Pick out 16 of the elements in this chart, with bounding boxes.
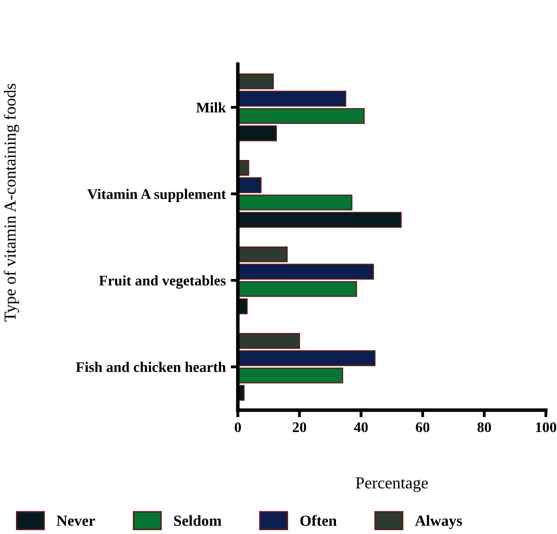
y-axis-title: Type of vitamin A-containing foods: [4, 84, 20, 322]
y-tick-label: Vitamin A supplement: [87, 188, 226, 202]
legend-label: Always: [414, 515, 462, 530]
x-tick-label: 60: [416, 422, 430, 432]
y-tick-label: Fish and chicken hearth: [76, 362, 226, 372]
x-tick-label: 40: [354, 422, 368, 432]
y-tick-label: Fruit and vegetables: [99, 275, 226, 289]
legend-label: Seldom: [174, 515, 222, 526]
legend-label: Often: [300, 514, 337, 526]
x-tick-label: 80: [477, 422, 491, 432]
x-axis-title: Percentage: [356, 477, 428, 492]
y-tick-label: Milk: [196, 102, 226, 112]
x-tick-label: 0: [234, 422, 241, 432]
x-tick-label: 100: [536, 422, 556, 432]
x-tick-label: 20: [292, 422, 306, 432]
legend-label: Never: [56, 516, 96, 526]
